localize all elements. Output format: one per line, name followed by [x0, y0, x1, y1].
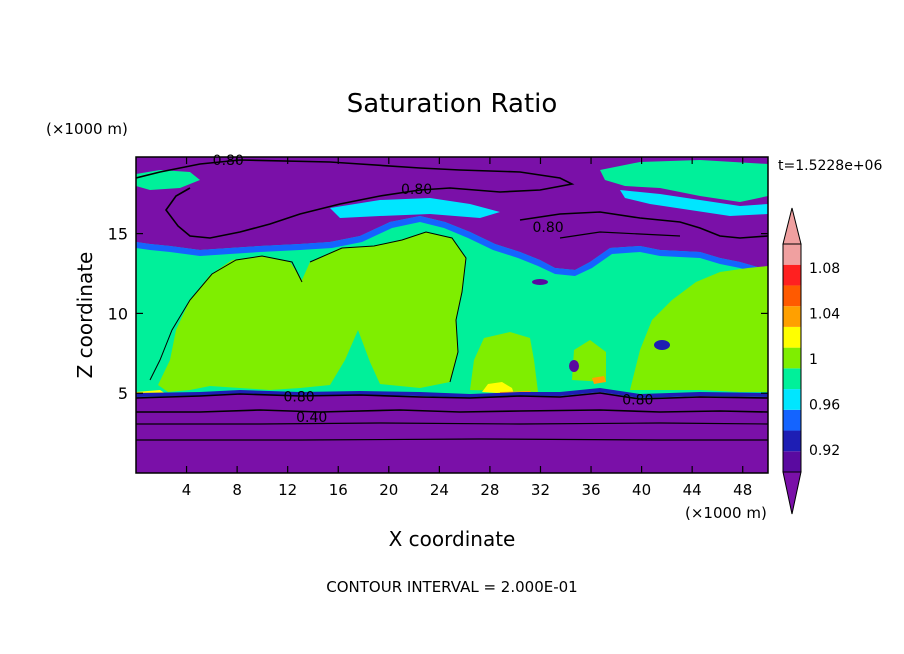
contour-label: 0.80	[401, 182, 432, 198]
fill-top-patch-right-cyan	[620, 190, 768, 216]
contour-label: 0.40	[296, 410, 327, 426]
contour-label: 0.80	[213, 153, 244, 169]
colorbar-bin	[783, 326, 801, 348]
colorbar-bin	[783, 430, 801, 452]
colorbar-tick-label: 0.92	[809, 443, 840, 459]
colorbar-bin	[783, 244, 801, 265]
fill-green-plume-left	[158, 232, 466, 392]
contour-line-mid	[149, 231, 467, 383]
contour-label: 0.80	[283, 389, 314, 405]
contour-line-upper-3	[559, 231, 681, 239]
fill-lower-dry	[136, 392, 768, 473]
time-label: t=1.5228e+06	[778, 158, 882, 174]
fill-top-patch-right	[600, 160, 768, 202]
contour-interval-footer: CONTOUR INTERVAL = 2.000E-01	[326, 578, 577, 596]
colorbar-tick-label: 0.96	[809, 398, 840, 414]
fill-green-plume-right	[630, 266, 768, 392]
contour-line-lower-1	[136, 392, 768, 400]
y-axis-label: Z coordinate	[73, 252, 97, 379]
colorbar-under-triangle	[782, 471, 802, 515]
fill-dry-cell-3	[532, 279, 548, 285]
y-tick-label: 10	[108, 304, 128, 323]
colorbar-bin	[783, 389, 801, 410]
colorbar-bin	[783, 409, 801, 431]
fill-top-patch-mid	[330, 198, 500, 218]
x-axis-label: X coordinate	[389, 527, 516, 551]
x-axis-ticks: 4 8 12 16 20 24 28 32 36 40 44 48	[182, 157, 752, 499]
fill-dry-cell-1	[654, 340, 670, 350]
colorbar: 0.92 0.96 1 1.04 1.08	[782, 207, 840, 515]
contour-label: 0.80	[622, 393, 653, 409]
x-tick-label: 8	[232, 481, 242, 499]
colorbar-tick-label: 1.08	[809, 261, 840, 277]
x-tick-label: 44	[683, 481, 702, 499]
fill-green-small-right	[572, 340, 606, 382]
contour-line-lower-3	[136, 422, 768, 425]
chart-title: Saturation Ratio	[347, 89, 558, 119]
plot-frame	[135, 156, 769, 474]
fill-top-patch-left	[136, 170, 200, 190]
contour-labels: 0.80 0.80 0.80 0.80 0.40 0.80	[213, 153, 654, 426]
contour-line-upper-2	[519, 211, 768, 239]
x-tick-label: 28	[480, 481, 499, 499]
x-unit-label: (×1000 m)	[685, 504, 767, 522]
colorbar-bin	[783, 451, 801, 472]
x-tick-label: 48	[733, 481, 752, 499]
colorbar-bin	[783, 285, 801, 307]
colorbar-tick-label: 1	[809, 352, 818, 368]
y-tick-label: 5	[118, 384, 128, 403]
contour-line-upper-1	[136, 159, 575, 239]
fill-dry-cell-2	[569, 360, 579, 372]
contour-label: 0.80	[532, 220, 563, 236]
colorbar-bin	[783, 368, 801, 390]
contour-line-lower-4	[136, 438, 768, 441]
x-tick-label: 20	[379, 481, 398, 499]
x-tick-label: 40	[632, 481, 651, 499]
y-unit-label: (×1000 m)	[46, 120, 128, 138]
x-tick-label: 12	[278, 481, 297, 499]
colorbar-bin	[783, 306, 801, 327]
colorbar-over-triangle	[782, 207, 802, 245]
x-tick-label: 4	[182, 481, 192, 499]
plot-area	[136, 157, 768, 473]
colorbar-bin	[783, 347, 801, 369]
fill-yellow-mid	[482, 382, 514, 394]
colorbar-bin	[783, 264, 801, 286]
x-tick-label: 36	[581, 481, 600, 499]
fill-orange-right	[592, 376, 606, 384]
fill-upper-fringe	[136, 216, 768, 276]
contour-line-lower-2	[136, 409, 768, 413]
x-tick-label: 16	[329, 481, 348, 499]
y-axis-ticks: 5 10 15	[108, 225, 768, 403]
x-tick-label: 24	[430, 481, 449, 499]
y-tick-label: 15	[108, 225, 128, 244]
fill-green-plume-mid	[470, 332, 538, 392]
x-tick-label: 32	[531, 481, 550, 499]
colorbar-tick-label: 1.04	[809, 306, 840, 322]
